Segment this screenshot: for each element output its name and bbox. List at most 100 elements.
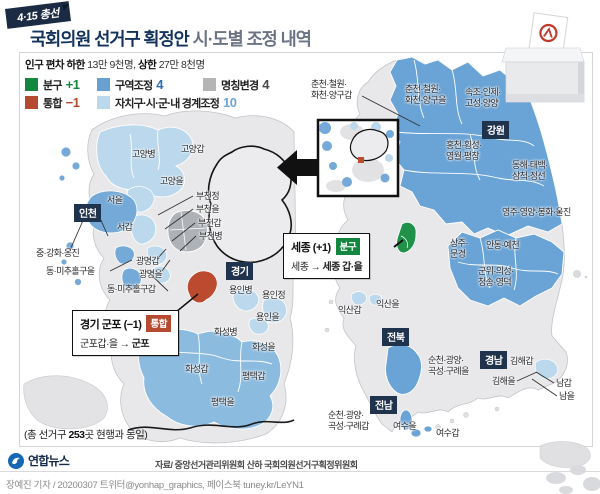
map-label-seo-eul: 서을	[107, 195, 123, 205]
map-label-bucheon-gap: 부천갑	[198, 218, 222, 228]
map-label-yongin-eul: 용인을	[256, 312, 280, 322]
map-label-yeosu-gap: 여수갑	[436, 428, 460, 438]
capital-map	[23, 110, 297, 444]
sejong-detail-bold: 세종 갑·을	[322, 262, 363, 273]
gunpo-callout-detail: 군포갑·을 → 군포	[80, 335, 171, 350]
inset-seoul-outline	[349, 128, 389, 162]
gunpo-pointer	[175, 293, 199, 313]
map-label-goyang-gap: 고양갑	[181, 144, 205, 154]
legend-value: 4	[156, 77, 164, 92]
legend-label: 구역조정	[115, 79, 153, 92]
map-label-chuncheon-eul: 춘천·철원· 화천·양구을	[405, 84, 446, 105]
map-label-iksan-gap: 익산갑	[338, 305, 362, 315]
legend-label: 분구	[43, 79, 62, 92]
map-label-goyang-eul: 고양을	[160, 176, 184, 186]
region-badge-gyeongnam: 경남	[480, 351, 508, 369]
map-label-suncheon-gap: 순천·광양· 곡성·구례갑	[328, 410, 369, 431]
region-badge-jeonbuk: 전북	[382, 328, 410, 346]
seoul-outline	[207, 145, 292, 264]
map-label-chuncheon-gap: 춘천·철원· 화천·양구갑	[311, 79, 352, 100]
map-label-gwangmyeong-gap: 광명갑	[136, 256, 160, 266]
map-label-hwaseong-byeong: 화성병	[214, 327, 238, 337]
map-label-hwaseong-gap: 화성갑	[185, 364, 209, 374]
gunpo-red	[186, 270, 218, 304]
map-label-gimhae-eul: 김해을	[492, 376, 516, 386]
region-gyeongbuk-blue	[447, 229, 565, 307]
inset-gunpo-red	[358, 157, 364, 163]
sejong-callout-box: 세종 (+1) 분구 세종 → 세종 갑·을	[283, 233, 371, 279]
sejong-inner-border	[400, 235, 408, 249]
legend-label: 자치구·시·군·내 경계조정	[115, 97, 220, 110]
source-credit: 자료/ 중앙선거관리위원회 산하 국회의원선거구획정위원회	[155, 460, 358, 470]
map-label-sokcho: 속초·인제· 고성·양양	[465, 87, 501, 108]
gyeongbuk-inner-borders	[457, 237, 559, 291]
page-title-main: 국회의원 선거구 획정안	[30, 29, 190, 49]
capital-south-boundary	[127, 419, 295, 431]
map-label-sangju: 상주· 문경	[450, 238, 468, 259]
zoom-arrow	[277, 150, 318, 185]
yongin-lightblue	[232, 288, 288, 335]
ulleungdo-island	[573, 270, 581, 278]
yonhap-logo-icon	[8, 452, 24, 469]
map-label-jung-ganghwa-ongjin: 중·강화·옹진	[36, 248, 80, 258]
sejong-badge: 분구	[335, 238, 361, 255]
gunpo-detail-bold: 군포	[131, 339, 150, 350]
subtitle-text-2: 27만 8천명	[156, 59, 205, 71]
map-label-bucheon-eul: 부천을	[196, 204, 220, 214]
map-label-dong-michuhol-gap: 동·미추홀구갑	[107, 284, 156, 294]
goyang-lightblue	[96, 124, 194, 198]
legend-item-tonghap: 통합 −1	[25, 95, 80, 110]
map-label-yeongju: 영주·영양·봉화·울진	[502, 207, 571, 217]
total-note-pre: (총 선거구	[24, 429, 69, 441]
region-badge-gyeonggi: 경기	[226, 262, 254, 280]
sejong-callout-title: 세종 (+1)	[291, 241, 331, 254]
map-label-iksan-eul: 익산을	[376, 299, 400, 309]
map-label-goyang-byeong: 고양병	[132, 149, 156, 159]
legend-value: +1	[65, 77, 80, 92]
map-label-nam-gap: 남갑	[556, 378, 572, 388]
page-title-sub: 시·도별 조정 내역	[188, 29, 312, 49]
dokdo-island	[584, 275, 588, 279]
map-label-bucheon-jeong: 부천정	[196, 191, 220, 201]
legend-value: −1	[65, 95, 80, 110]
map-label-nam-eul: 남을	[559, 391, 575, 401]
ballot-box-icon	[501, 12, 585, 103]
chungnam-coast-gray	[23, 375, 108, 430]
legend-value: 10	[223, 95, 237, 110]
iksan-lightblue	[351, 291, 383, 306]
page-title: 국회의원 선거구 획정안 시·도별 조정 내역	[30, 26, 312, 51]
gunpo-callout-title-row: 경기 군포 (−1) 통합	[80, 315, 171, 332]
legend-item-guyeokjojeong: 구역조정 4	[97, 77, 163, 92]
gunpo-callout-title: 경기 군포 (−1)	[80, 318, 142, 331]
legend-swatch-gray	[203, 78, 216, 91]
total-note-post: 곳 현행과 동일)	[84, 429, 148, 441]
legend-item-gyeonggyejojeong: 자치구·시·군·내 경계조정 10	[97, 95, 237, 110]
yonhap-logo-text: 연합뉴스	[28, 454, 70, 468]
map-label-yeosu-eul: 여수을	[393, 421, 417, 431]
incheon-blue	[58, 146, 142, 290]
subtitle-bold-1: 인구 편차 하한	[25, 59, 85, 71]
map-label-dong-michuhol-eul: 동·미추홀구을	[46, 266, 95, 276]
map-label-gunwi: 군위·의성· 청송·영덕	[478, 266, 514, 287]
gunpo-callout-box: 경기 군포 (−1) 통합 군포갑·을 → 군포	[72, 310, 179, 356]
map-label-gimhae-gap: 김해갑	[510, 356, 534, 366]
legend-label: 통합	[43, 97, 62, 110]
total-districts-note: (총 선거구 253곳 현행과 동일)	[24, 427, 148, 442]
capital-inset-box	[316, 118, 400, 198]
sejong-detail-pre: 세종 →	[291, 262, 323, 273]
total-note-bold: 253	[68, 429, 85, 441]
region-suncheon-blue	[385, 344, 422, 395]
bucheon-gray	[167, 210, 209, 253]
map-label-seo-gap: 서갑	[117, 222, 133, 232]
leader-lines	[69, 95, 558, 397]
yeosu-blue-islands	[399, 409, 433, 438]
yonhap-logo: 연합뉴스	[8, 452, 70, 469]
map-label-suncheon-eul: 순천·광양· 곡성·구례을	[428, 355, 469, 376]
map-label-pyeongtaek-eul: 평택을	[211, 397, 235, 407]
map-label-yongin-jeong: 용인정	[262, 290, 286, 300]
gunpo-detail-pre: 군포갑·을 →	[80, 339, 132, 350]
map-label-andong: 안동·예천	[486, 240, 520, 250]
caption-divider	[0, 471, 600, 472]
region-badge-jeonnam: 전남	[370, 396, 398, 414]
